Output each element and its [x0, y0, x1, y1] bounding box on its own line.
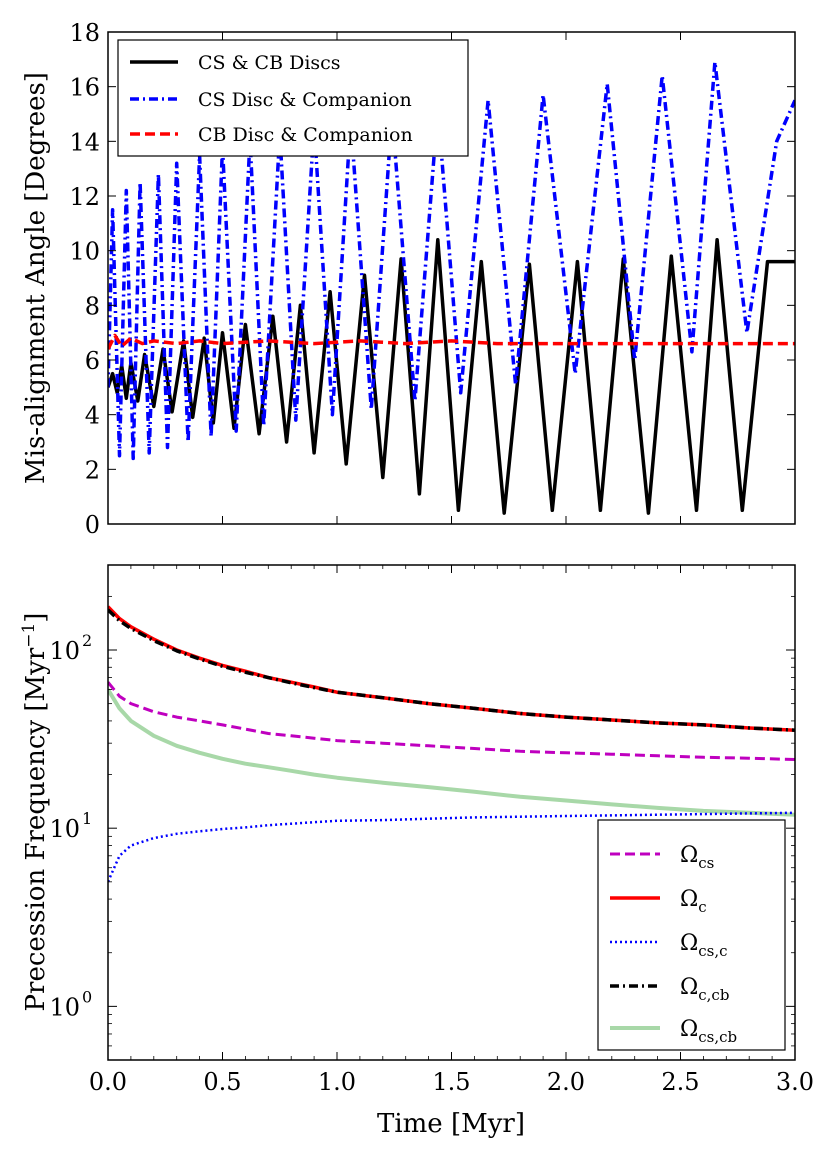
- top-y-axis-label: Mis-alignment Angle [Degrees]: [21, 72, 51, 484]
- bottom-series-group: [108, 605, 795, 883]
- top-y-tick-label: 6: [85, 347, 100, 375]
- legend-label-omega-subscript: cs: [698, 854, 714, 872]
- legend-label-omega-subscript: cs,c: [698, 942, 727, 960]
- bottom-y-axis-label-main: Precession Frequency [Myr: [21, 647, 51, 1011]
- bottom-x-tick-label: 2.5: [661, 1068, 699, 1096]
- bottom-x-tick-label: 1.5: [432, 1068, 470, 1096]
- bottom-y-tick-exponent: 0: [82, 987, 92, 1006]
- legend-label-cs-cb-discs: CS & CB Discs: [198, 52, 341, 74]
- bottom-y-tick-exponent: 2: [82, 631, 92, 650]
- top-y-tick-label: 10: [69, 238, 100, 266]
- bottom-x-tick-label: 0.5: [203, 1068, 241, 1096]
- legend-label-cs-disc-companion: CS Disc & Companion: [198, 89, 412, 111]
- legend-label-omega-symbol: Ω: [680, 1017, 698, 1042]
- top-y-tick-label: 4: [85, 402, 100, 430]
- bottom-series-omega-c-cb: [108, 608, 795, 732]
- bottom-y-tick-base: 10: [49, 993, 80, 1021]
- bottom-x-tick-label: 3.0: [776, 1068, 814, 1096]
- top-series-cb-disc-companion: [108, 333, 795, 350]
- bottom-x-tick-label: 0.0: [89, 1068, 127, 1096]
- legend-label-omega-subscript: c,cb: [698, 986, 729, 1004]
- legend-label-omega-subscript: cs,cb: [698, 1028, 737, 1046]
- bottom-legend-box: [597, 819, 786, 1051]
- top-y-tick-label: 16: [69, 74, 100, 102]
- legend-label-cb-disc-companion: CB Disc & Companion: [198, 124, 413, 146]
- bottom-y-tick-label: 10: [49, 637, 80, 665]
- legend-label-omega-c: Ωc: [680, 887, 707, 916]
- bottom-x-tick-label: 2.0: [547, 1068, 585, 1096]
- bottom-y-axis-label: Precession Frequency [Myr−1]: [19, 613, 51, 1012]
- legend-label-omega-cs: Ωcs: [680, 843, 714, 872]
- legend-label-omega-symbol: Ω: [680, 843, 698, 868]
- top-y-tick-label: 14: [69, 128, 100, 156]
- legend-label-omega-subscript: c: [698, 898, 706, 916]
- x-axis-label: Time [Myr]: [377, 1109, 525, 1139]
- top-y-tick-label: 0: [85, 511, 100, 539]
- legend-label-omega-cs-c: Ωcs,c: [680, 931, 728, 960]
- legend-label-omega-c-cb: Ωc,cb: [680, 975, 729, 1004]
- top-legend: CS & CB Discs CS Disc & Companion CB Dis…: [117, 39, 469, 157]
- bottom-y-tick-label: 10: [49, 993, 80, 1021]
- legend-label-omega-symbol: Ω: [680, 931, 698, 956]
- top-panel: 0 2 4 6 8 10 12 14 16 18 Mis-alignment Angle [Deg…: [21, 19, 796, 539]
- top-y-tick-label: 18: [69, 19, 100, 47]
- bottom-y-tick-base: 10: [49, 815, 80, 843]
- bottom-y-tick-exponent: 1: [82, 809, 92, 828]
- bottom-y-axis-label-end: ]: [21, 613, 51, 623]
- legend-label-omega-cs-cb: Ωcs,cb: [680, 1017, 737, 1046]
- top-y-tick-label: 8: [85, 292, 100, 320]
- legend-label-omega-symbol: Ω: [680, 887, 698, 912]
- bottom-series-omega-cs-cb: [108, 688, 795, 817]
- bottom-y-axis-label-sup: −1: [19, 623, 39, 648]
- legend-label-omega-symbol: Ω: [680, 975, 698, 1000]
- top-ticks-group: 0 2 4 6 8 10 12 14 16 18: [69, 19, 796, 539]
- bottom-y-tick-base: 10: [49, 637, 80, 665]
- bottom-series-omega-cs: [108, 681, 795, 761]
- bottom-series-omega-cs-c: [108, 811, 795, 883]
- bottom-y-tick-label: 10: [49, 815, 80, 843]
- top-y-tick-label: 2: [85, 456, 100, 484]
- top-y-tick-label: 12: [69, 183, 100, 211]
- bottom-x-tick-label: 1.0: [318, 1068, 356, 1096]
